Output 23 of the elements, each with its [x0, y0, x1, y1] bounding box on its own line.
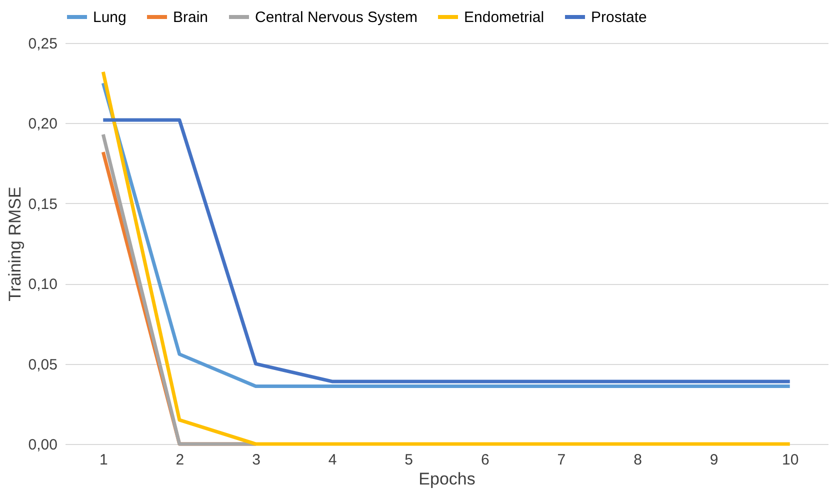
y-tick-label: 0,25	[28, 36, 58, 52]
x-tick-label: 4	[328, 452, 337, 468]
x-tick-label: 2	[176, 452, 184, 468]
y-tick-label: 0,05	[28, 356, 58, 374]
x-tick-label: 5	[404, 452, 414, 468]
y-tick-label: 0,10	[28, 276, 58, 294]
legend-label: Prostate	[591, 9, 647, 26]
x-tick-label: 3	[252, 452, 260, 468]
x-tick-label: 1	[99, 452, 108, 468]
y-tick-label: 0,00	[28, 436, 58, 454]
y-axis-title: Training RMSE	[5, 186, 24, 302]
x-tick-label: 6	[480, 452, 490, 468]
y-tick-label: 0,15	[28, 196, 58, 213]
x-tick-label: 8	[634, 452, 642, 468]
x-tick-label: 7	[557, 452, 566, 468]
x-tick-label: 9	[710, 452, 718, 468]
legend-label: Lung	[93, 9, 126, 26]
legend-label: Central Nervous System	[255, 9, 418, 26]
x-axis-title: Epochs	[418, 470, 476, 488]
y-tick-label: 0,20	[28, 116, 58, 133]
x-tick-label: 10	[782, 452, 799, 468]
legend-label: Brain	[173, 9, 208, 26]
legend-label: Endometrial	[464, 9, 544, 26]
